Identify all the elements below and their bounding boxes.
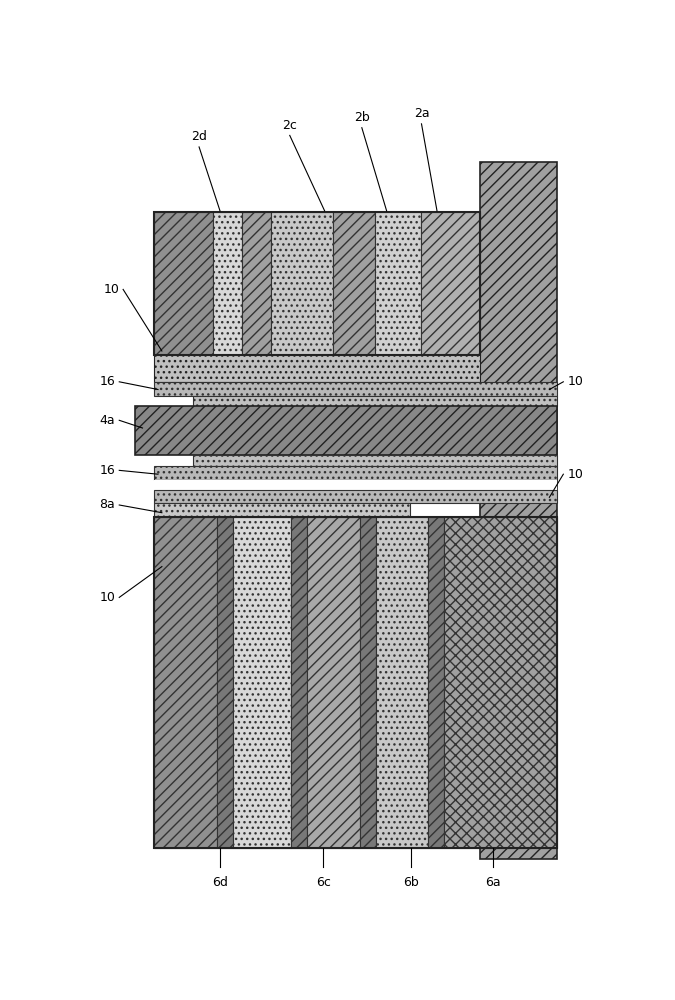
Bar <box>333 212 375 355</box>
Text: 16: 16 <box>100 464 115 477</box>
Bar <box>213 212 242 355</box>
Text: 6d: 6d <box>212 876 228 889</box>
Bar <box>375 212 421 355</box>
Bar <box>154 490 557 503</box>
Bar <box>154 517 557 848</box>
Bar <box>291 517 307 848</box>
Bar <box>217 517 233 848</box>
Text: 10: 10 <box>103 283 119 296</box>
Bar <box>360 517 376 848</box>
Text: 16: 16 <box>100 375 115 388</box>
Text: 2b: 2b <box>354 111 370 124</box>
Bar <box>307 517 360 848</box>
Text: 10: 10 <box>567 375 583 388</box>
Bar <box>154 355 480 382</box>
Bar <box>193 455 557 466</box>
Bar <box>271 212 333 355</box>
Bar <box>154 480 557 490</box>
Text: 2c: 2c <box>282 119 297 132</box>
Bar <box>154 212 213 355</box>
Bar <box>135 406 557 455</box>
Bar <box>376 517 428 848</box>
Bar <box>154 382 557 396</box>
Text: 10: 10 <box>99 591 115 604</box>
Bar <box>154 503 410 517</box>
Text: 8a: 8a <box>100 498 115 512</box>
Bar <box>421 212 480 355</box>
Bar <box>154 466 557 480</box>
Text: 6b: 6b <box>404 876 419 889</box>
Text: 6c: 6c <box>316 876 331 889</box>
Text: 2d: 2d <box>191 130 207 143</box>
Text: 2a: 2a <box>414 107 429 120</box>
Bar <box>444 517 557 848</box>
Bar <box>233 517 291 848</box>
Bar <box>193 396 557 406</box>
Text: 6a: 6a <box>485 876 501 889</box>
Text: 10: 10 <box>567 468 583 481</box>
Bar <box>428 517 444 848</box>
Bar <box>154 212 480 355</box>
Bar <box>242 212 271 355</box>
Bar <box>154 517 217 848</box>
Bar <box>480 162 557 859</box>
Text: 4a: 4a <box>100 414 115 427</box>
